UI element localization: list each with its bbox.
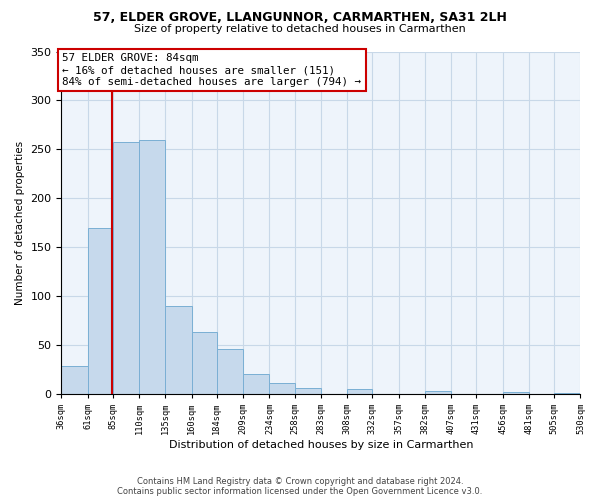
Bar [425,391,451,394]
Text: 57, ELDER GROVE, LLANGUNNOR, CARMARTHEN, SA31 2LH: 57, ELDER GROVE, LLANGUNNOR, CARMARTHEN,… [93,11,507,24]
Bar [139,140,166,394]
Bar [88,228,113,394]
X-axis label: Distribution of detached houses by size in Carmarthen: Distribution of detached houses by size … [169,440,473,450]
Bar [554,393,580,394]
Bar [192,332,217,394]
Bar [243,374,269,394]
Bar [269,383,295,394]
Text: Contains HM Land Registry data © Crown copyright and database right 2024.
Contai: Contains HM Land Registry data © Crown c… [118,476,482,496]
Bar [503,392,529,394]
Bar [113,142,139,394]
Bar [295,388,321,394]
Bar [217,349,243,394]
Text: 57 ELDER GROVE: 84sqm
← 16% of detached houses are smaller (151)
84% of semi-det: 57 ELDER GROVE: 84sqm ← 16% of detached … [62,54,361,86]
Text: Size of property relative to detached houses in Carmarthen: Size of property relative to detached ho… [134,24,466,34]
Bar [347,389,373,394]
Bar [166,306,192,394]
Bar [61,366,88,394]
Y-axis label: Number of detached properties: Number of detached properties [15,140,25,305]
